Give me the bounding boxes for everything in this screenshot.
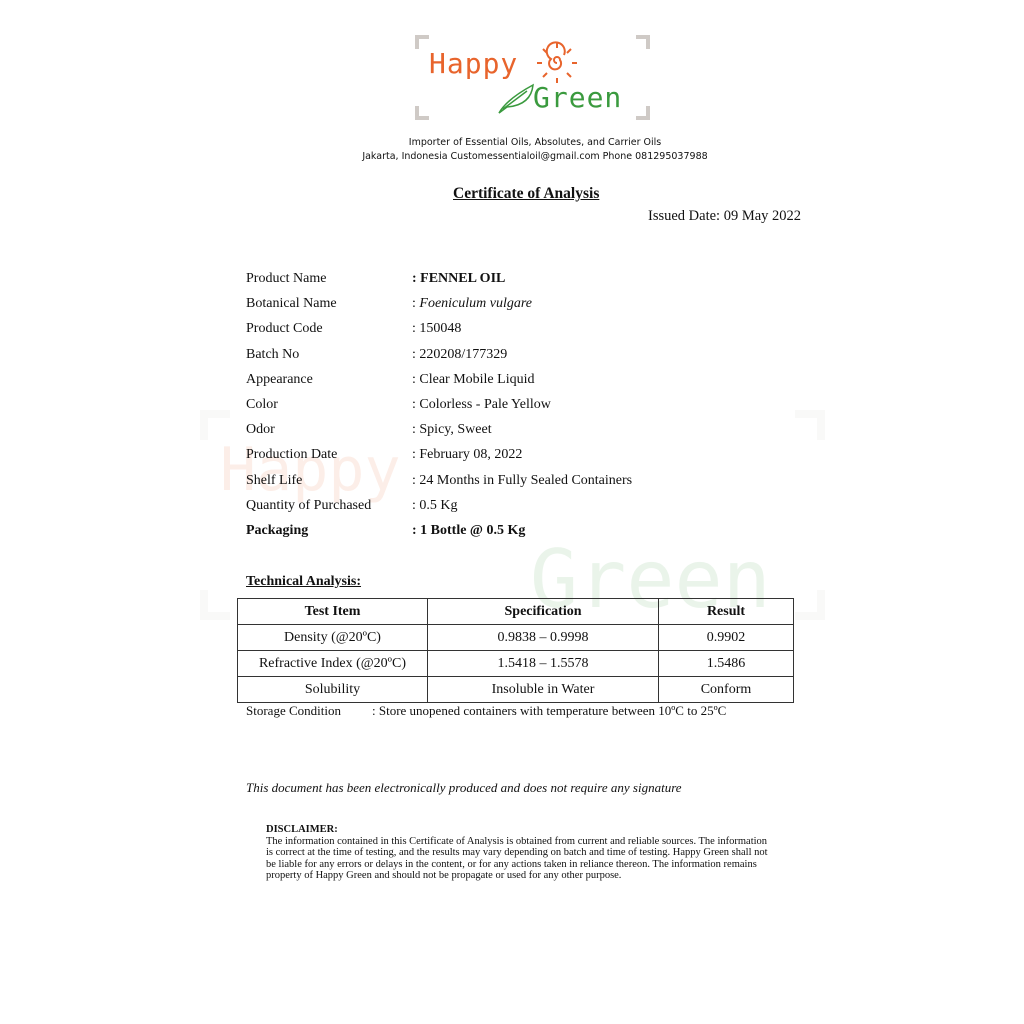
cell: Conform (658, 676, 794, 703)
cell: 1.5486 (658, 650, 794, 677)
table-row: Refractive Index (@20ºC) 1.5418 – 1.5578 1… (237, 650, 794, 677)
info-label: Shelf Life (246, 472, 303, 488)
tagline: Importer of Essential Oils, Absolutes, a… (408, 137, 662, 148)
botanical-name: Foeniculum vulgare (419, 296, 533, 312)
storage-value: : Store unopened containers with tempera… (372, 703, 727, 718)
info-value: : 220208/177329 (412, 346, 508, 362)
info-value: : Foeniculum vulgare (412, 296, 532, 312)
issued-date: Issued Date: 09 May 2022 (648, 208, 802, 224)
electronic-note: This document has been electronically pr… (246, 780, 682, 795)
info-value: : Clear Mobile Liquid (412, 371, 535, 387)
sun-icon (537, 41, 577, 83)
table-row: Density (@20ºC) 0.9838 – 0.9998 0.9902 (237, 624, 794, 651)
info-value: : February 08, 2022 (412, 447, 523, 463)
header-specification: Specification (427, 598, 659, 625)
info-label: Color (246, 397, 278, 412)
cell: 0.9902 (658, 624, 794, 651)
info-label: Odor (246, 422, 275, 438)
company-logo: Happy Green (415, 35, 650, 120)
info-label: Botanical Name (246, 296, 337, 312)
info-label: Appearance (246, 371, 313, 387)
info-label: Product Name (246, 271, 327, 286)
info-value: : 24 Months in Fully Sealed Containers (412, 472, 633, 488)
cell: 0.9838 – 0.9998 (427, 624, 659, 651)
technical-analysis-table: Test Item Specification Result Density (… (237, 598, 794, 703)
info-label: Batch No (246, 346, 300, 362)
cell: Insoluble in Water (427, 676, 659, 703)
disclaimer-heading: DISCLAIMER: (266, 824, 338, 835)
info-value: : Colorless - Pale Yellow (412, 397, 551, 412)
logo-green: Green (533, 81, 623, 114)
info-value: : 0.5 Kg (412, 497, 458, 513)
info-value: : 150048 (412, 321, 462, 337)
table-header-row: Test Item Specification Result (237, 598, 794, 625)
info-value: : Spicy, Sweet (412, 422, 492, 438)
storage-label: Storage Condition (246, 703, 341, 718)
disclaimer: DISCLAIMER: The information contained in… (266, 824, 776, 882)
cell: Density (@20ºC) (237, 624, 428, 651)
header-test-item: Test Item (237, 598, 428, 625)
technical-analysis-heading: Technical Analysis: (246, 574, 362, 589)
cell: Refractive Index (@20ºC) (237, 650, 428, 677)
info-label: Product Code (246, 321, 323, 337)
contact-info: Jakarta, Indonesia Customessentialoil@gm… (362, 151, 708, 162)
info-value: : 1 Bottle @ 0.5 Kg (412, 523, 526, 538)
table-row: Solubility Insoluble in Water Conform (237, 676, 794, 703)
leaf-icon (498, 83, 534, 114)
info-label: Production Date (246, 447, 338, 463)
info-label: Quantity of Purchased (246, 497, 372, 513)
info-value: : FENNEL OIL (412, 271, 506, 286)
info-value-prefix: : (412, 296, 420, 312)
header-result: Result (658, 598, 794, 625)
disclaimer-text: The information contained in this Certif… (266, 835, 768, 882)
cell: 1.5418 – 1.5578 (427, 650, 659, 677)
document-title: Certificate of Analysis (453, 185, 600, 202)
logo-happy: Happy (429, 47, 519, 80)
info-label: Packaging (246, 523, 309, 538)
cell: Solubility (237, 676, 428, 703)
